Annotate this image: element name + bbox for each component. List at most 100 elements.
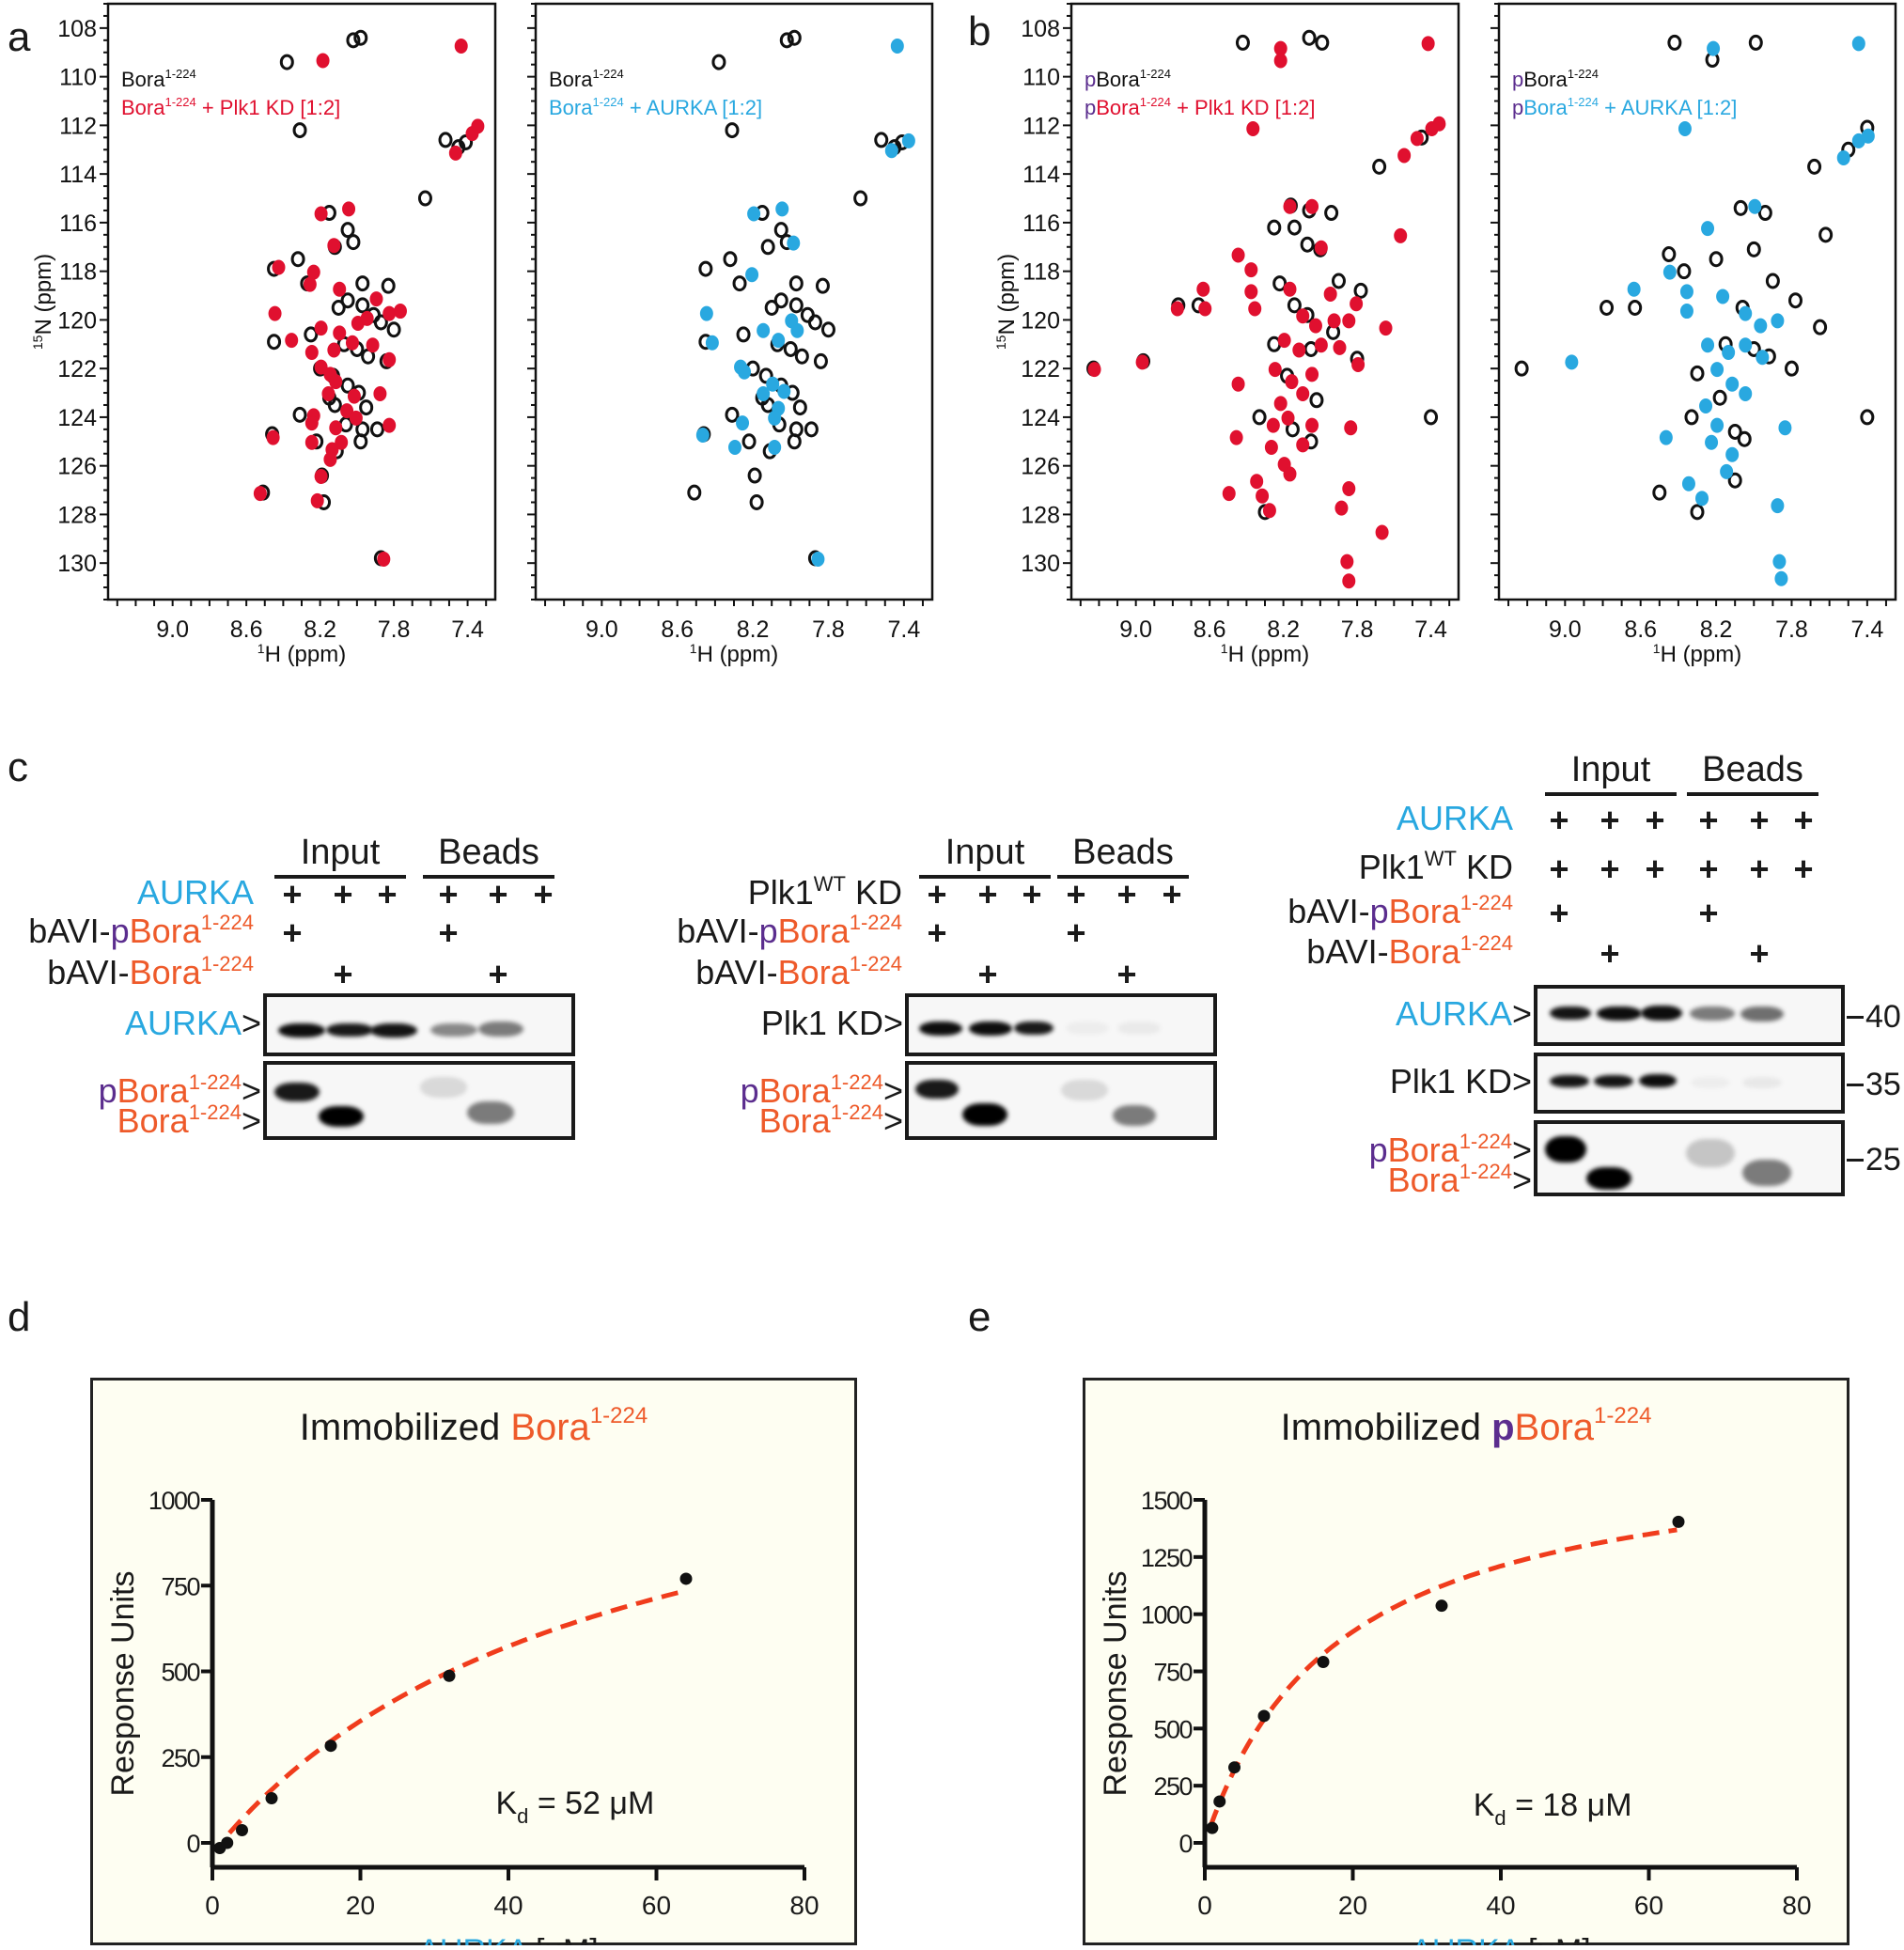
data-point (324, 1739, 337, 1753)
panel-label-c: c (8, 744, 28, 790)
protein-band (274, 1083, 320, 1101)
nmr-peak (773, 292, 788, 309)
nmr-peak (884, 143, 898, 159)
lane-plus-mark: + (1549, 894, 1569, 932)
input-header: Input (300, 833, 381, 872)
lane-plus-mark: + (1600, 850, 1620, 888)
nmr-peak (314, 359, 328, 375)
nmr-peak (1342, 573, 1356, 589)
y-tick-label: 128 (57, 502, 97, 528)
nmr-peak (1699, 398, 1713, 413)
nmr-peak (1514, 360, 1529, 377)
nmr-peak (787, 235, 801, 251)
western-blot-aurka-plk1-pulldown: Input Beads AURKA + + + + + + Plk1WT KD + + + + + + bAVI… (1241, 742, 1904, 1212)
nmr-peak (1628, 299, 1643, 316)
protein-band (1586, 1167, 1631, 1190)
nmr-peak (1235, 34, 1250, 51)
x-tick-label: 40 (1486, 1891, 1515, 1920)
nmr-peak (329, 374, 343, 390)
x-tick-label: 60 (642, 1891, 671, 1920)
nmr-peak (369, 421, 384, 438)
data-point (236, 1823, 248, 1836)
lane-plus-mark: + (1793, 801, 1814, 839)
x-axis-label: 1H (ppm) (1653, 641, 1741, 667)
x-tick-label: 9.0 (1119, 616, 1152, 643)
beads-underline (1057, 875, 1189, 879)
plot-frame (1497, 2, 1897, 601)
marker-tick (1847, 1015, 1864, 1019)
nmr-peak (766, 376, 780, 392)
nmr-peak (345, 335, 359, 351)
nmr-peak (1331, 273, 1346, 289)
nmr-peak (304, 326, 319, 343)
nmr-peak (768, 439, 782, 455)
protein-band (915, 1080, 959, 1099)
nmr-peak (327, 397, 342, 413)
lane-plus-mark: + (1600, 801, 1620, 839)
nmr-peak (323, 451, 337, 467)
nmr-peak (1305, 417, 1319, 433)
beads-header: Beads (1072, 833, 1174, 872)
nmr-peak (1302, 29, 1317, 46)
data-point (221, 1836, 234, 1849)
nmr-peak (1351, 356, 1366, 372)
condition-label: AURKA (136, 873, 254, 912)
y-tick-label: 124 (1021, 405, 1060, 431)
nmr-peak (1314, 240, 1328, 256)
nmr-peak (687, 484, 702, 501)
nmr-peak (1281, 410, 1295, 426)
protein-band (430, 1023, 477, 1037)
lane-plus-mark: + (333, 955, 353, 993)
legend-entry: pBora1-224 + Plk1 KD [1:2] (1085, 95, 1315, 119)
nmr-peak (1300, 236, 1315, 253)
lane-plus-mark: + (927, 913, 947, 952)
blot-strip (1534, 1053, 1845, 1114)
nmr-peak (1170, 301, 1184, 317)
nmr-peak (292, 406, 307, 423)
band-label: Bora1-224> (117, 1100, 261, 1140)
kd-annotation: Kd = 52 μM (495, 1786, 654, 1828)
nmr-peak (787, 29, 802, 46)
nmr-peak (340, 292, 355, 309)
nmr-peak (1266, 417, 1280, 433)
band-label: pBora1-224> (740, 1070, 903, 1110)
condition-label: Plk1WT KD (1358, 847, 1513, 886)
nmr-peak (1231, 247, 1245, 263)
nmr-peak (1283, 466, 1297, 482)
plot-frame (106, 2, 497, 601)
nmr-peak (775, 201, 789, 217)
data-point (1672, 1515, 1685, 1528)
y-tick-label: 108 (1021, 16, 1060, 42)
nmr-peak (723, 251, 738, 268)
lane-plus-mark: + (1749, 801, 1770, 839)
nmr-peak (346, 32, 361, 49)
nmr-peak (1725, 446, 1740, 462)
nmr-peak (1757, 205, 1772, 222)
lane-plus-mark: + (1698, 850, 1719, 888)
x-tick-label: 20 (1338, 1891, 1367, 1920)
nmr-peak (346, 234, 361, 251)
protein-band (1061, 1080, 1108, 1100)
binding-curve-bora: Immobilized Bora1-224 0 250 500 750 1000 0 20 40… (90, 1378, 857, 1945)
nmr-peak (373, 314, 388, 331)
nmr-peak (1340, 554, 1354, 569)
x-tick-label: 7.4 (1414, 616, 1447, 643)
protein-band (1691, 1077, 1730, 1088)
nmr-peak (1379, 320, 1393, 336)
western-blot-aurka-pulldown: Input Beads AURKA + + + + + + bAVI-pBora1-224 + + bA… (0, 827, 601, 1165)
nmr-peak (1690, 365, 1705, 382)
band-label: AURKA> (1395, 993, 1532, 1033)
lane-plus-mark: + (1698, 894, 1719, 932)
nmr-peak (329, 420, 343, 436)
nmr-peak (353, 433, 368, 450)
y-tick-label: 122 (1021, 356, 1060, 382)
nmr-peak (266, 429, 280, 445)
legend-entry: pBora1-224 (1512, 67, 1599, 91)
nmr-peak (1787, 292, 1803, 309)
plot-frame (1083, 1378, 1849, 1945)
nmr-peak (1681, 476, 1695, 491)
lane-plus-mark: + (1022, 875, 1042, 913)
lane-plus-mark: + (438, 913, 459, 952)
nmr-peak (1662, 246, 1677, 263)
x-tick-label: 40 (493, 1891, 523, 1920)
